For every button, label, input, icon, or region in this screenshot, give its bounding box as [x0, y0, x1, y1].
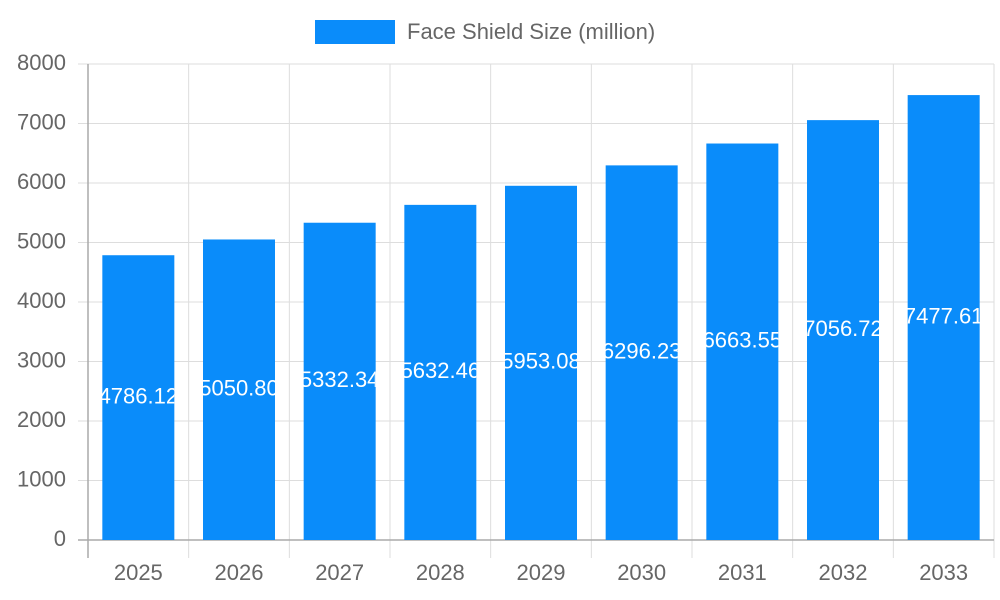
- y-tick-label: 1000: [17, 466, 66, 491]
- y-tick-label: 6000: [17, 169, 66, 194]
- value-label: 5332.34: [300, 367, 380, 392]
- bar: [505, 185, 577, 540]
- value-label: 4786.12: [99, 383, 179, 408]
- x-tick-label: 2032: [819, 560, 868, 585]
- y-tick-label: 3000: [17, 347, 66, 372]
- value-label: 5050.80: [199, 376, 279, 401]
- value-label: 5632.46: [401, 358, 481, 383]
- x-tick-label: 2026: [215, 560, 264, 585]
- value-label: 6663.55: [703, 328, 783, 353]
- value-label: 7477.61: [904, 303, 984, 328]
- legend-label: Face Shield Size (million): [407, 19, 655, 44]
- legend-swatch: [315, 20, 395, 44]
- y-tick-label: 5000: [17, 228, 66, 253]
- value-label: 6296.23: [602, 338, 682, 363]
- value-label: 5953.08: [501, 349, 581, 374]
- x-tick-label: 2029: [517, 560, 566, 585]
- y-tick-label: 0: [54, 526, 66, 551]
- bar: [605, 165, 678, 540]
- x-tick-label: 2027: [315, 560, 364, 585]
- bar: [706, 143, 779, 540]
- bar: [404, 204, 477, 540]
- x-tick-label: 2031: [718, 560, 767, 585]
- bar: [907, 95, 980, 540]
- x-tick-label: 2033: [919, 560, 968, 585]
- value-label: 7056.72: [803, 316, 883, 341]
- y-tick-label: 7000: [17, 109, 66, 134]
- x-tick-label: 2028: [416, 560, 465, 585]
- y-tick-label: 2000: [17, 407, 66, 432]
- y-tick-label: 4000: [17, 288, 66, 313]
- x-tick-label: 2025: [114, 560, 163, 585]
- bar: [102, 255, 175, 540]
- y-tick-label: 8000: [17, 50, 66, 75]
- bar: [203, 239, 275, 540]
- x-tick-label: 2030: [617, 560, 666, 585]
- bar: [303, 222, 376, 540]
- bar: [807, 120, 879, 541]
